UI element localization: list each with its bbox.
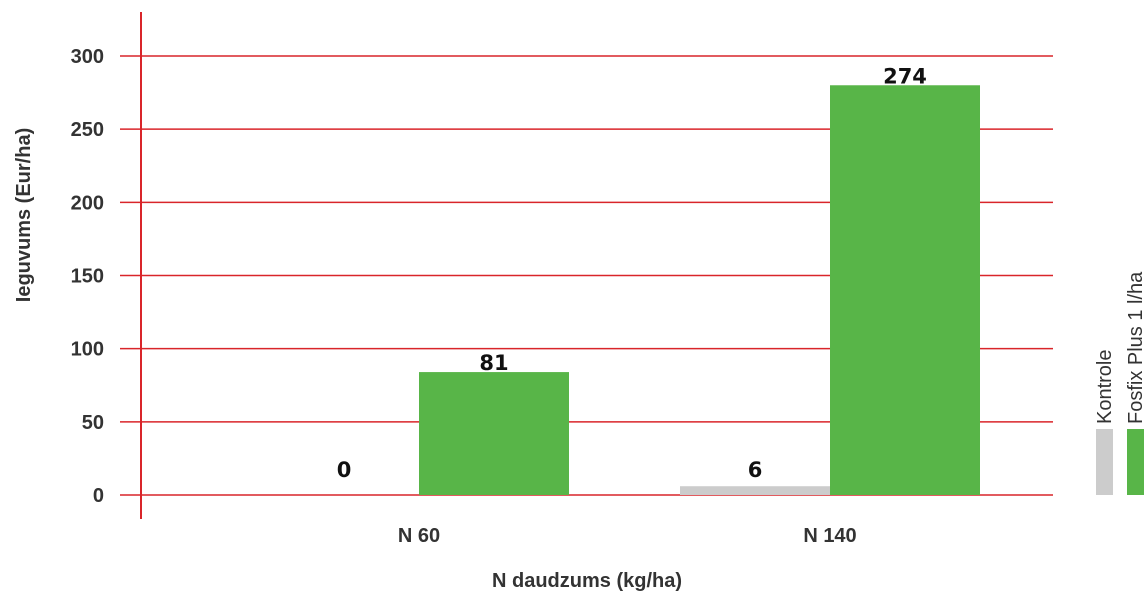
- y-tick-label: 300: [71, 46, 104, 68]
- category-labels: N 60 N 140: [398, 525, 857, 547]
- y-tick-labels: 0 50 100 150 200 250 300: [71, 46, 104, 507]
- y-axis-title: Ieguvums (Eur/ha): [13, 128, 35, 302]
- data-label: 6: [748, 458, 763, 482]
- data-label: 81: [479, 351, 508, 375]
- data-labels: 0 81 6 274: [337, 64, 927, 482]
- gridlines: [120, 55, 1053, 496]
- legend-label: Kontrole: [1094, 350, 1116, 425]
- y-tick-label: 50: [82, 412, 104, 434]
- x-axis-title: N daudzums (kg/ha): [492, 570, 682, 592]
- y-tick-label: 250: [71, 119, 104, 141]
- data-label: 274: [883, 64, 927, 88]
- y-tick-label: 200: [71, 192, 104, 214]
- bar-fosfix-1: [419, 372, 569, 495]
- data-label: 0: [337, 458, 352, 482]
- legend-swatch: [1127, 429, 1144, 495]
- legend: Kontrole Fosfix Plus 1 l/ha: [1094, 271, 1146, 495]
- legend-label: Fosfix Plus 1 l/ha: [1125, 271, 1146, 424]
- bar-fosfix-2: [830, 85, 980, 496]
- bars: [419, 85, 980, 496]
- y-tick-label: 100: [71, 339, 104, 361]
- category-label: N 60: [398, 525, 440, 547]
- bar-kontrole-2: [680, 486, 830, 495]
- legend-swatch: [1096, 429, 1113, 495]
- category-label: N 140: [803, 525, 856, 547]
- y-tick-label: 150: [71, 266, 104, 288]
- y-tick-label: 0: [93, 485, 104, 507]
